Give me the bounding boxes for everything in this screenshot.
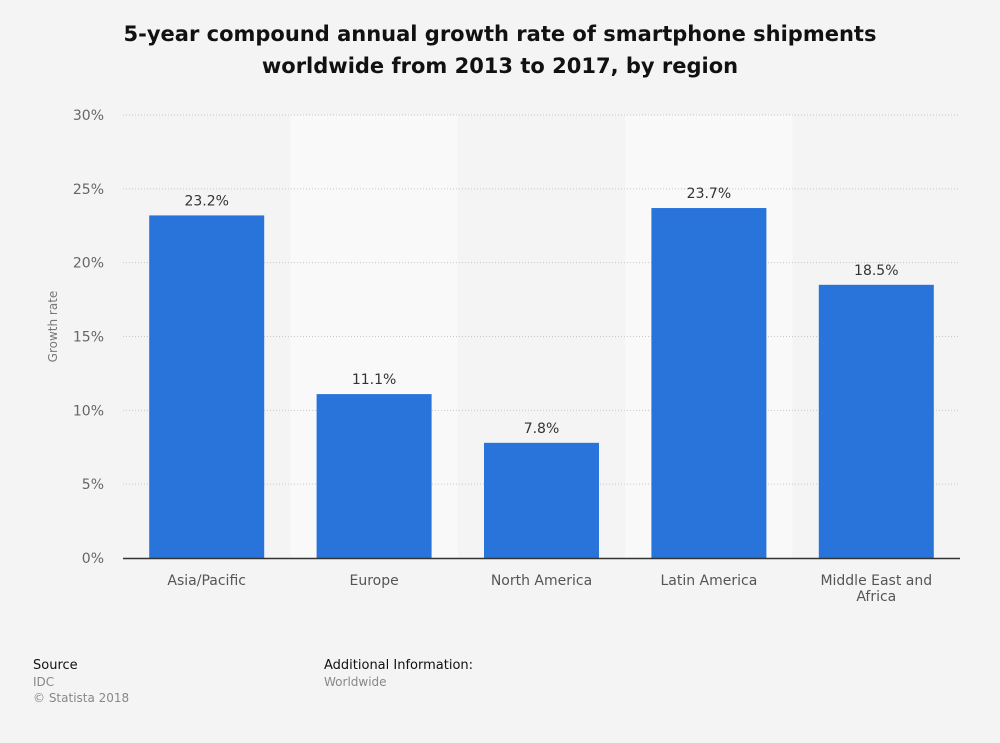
y-tick-label: 10%	[73, 403, 104, 419]
data-label: 7.8%	[524, 421, 560, 437]
data-label: 11.1%	[352, 372, 396, 388]
x-tick-label: Latin America	[660, 573, 757, 589]
bar	[818, 284, 934, 558]
y-axis-label: Growth rate	[46, 291, 60, 363]
x-tick-label: Europe	[349, 573, 398, 589]
y-tick-label: 0%	[82, 551, 104, 567]
additional-info-block: Additional Information: Worldwide	[324, 658, 473, 690]
y-tick-label: 25%	[73, 182, 104, 198]
chart-title-line-1: 5-year compound annual growth rate of sm…	[123, 22, 877, 46]
bar	[484, 442, 599, 558]
data-label: 23.7%	[687, 186, 731, 202]
data-label: 18.5%	[854, 263, 898, 279]
y-tick-label: 5%	[82, 477, 104, 493]
data-label: 23.2%	[184, 193, 228, 209]
chart-title: 5-year compound annual growth rate of sm…	[0, 18, 1000, 82]
source-block: Source IDC © Statista 2018	[33, 658, 129, 706]
additional-info-heading: Additional Information:	[324, 658, 474, 673]
source-heading: Source	[33, 658, 78, 673]
x-tick-label: Asia/Pacific	[167, 573, 246, 589]
y-tick-label: 15%	[73, 330, 104, 346]
bar	[651, 208, 767, 558]
source-value: IDC	[33, 675, 55, 689]
copyright-text: © Statista 2018	[33, 691, 130, 705]
additional-info-value: Worldwide	[324, 675, 387, 689]
bar	[149, 215, 265, 558]
x-tick-label: North America	[491, 573, 592, 589]
bar	[316, 394, 432, 558]
y-tick-label: 30%	[73, 108, 104, 124]
x-tick-label: Middle East and Africa	[820, 573, 932, 605]
y-tick-label: 20%	[73, 256, 104, 272]
chart-title-line-2: worldwide from 2013 to 2017, by region	[261, 54, 739, 78]
